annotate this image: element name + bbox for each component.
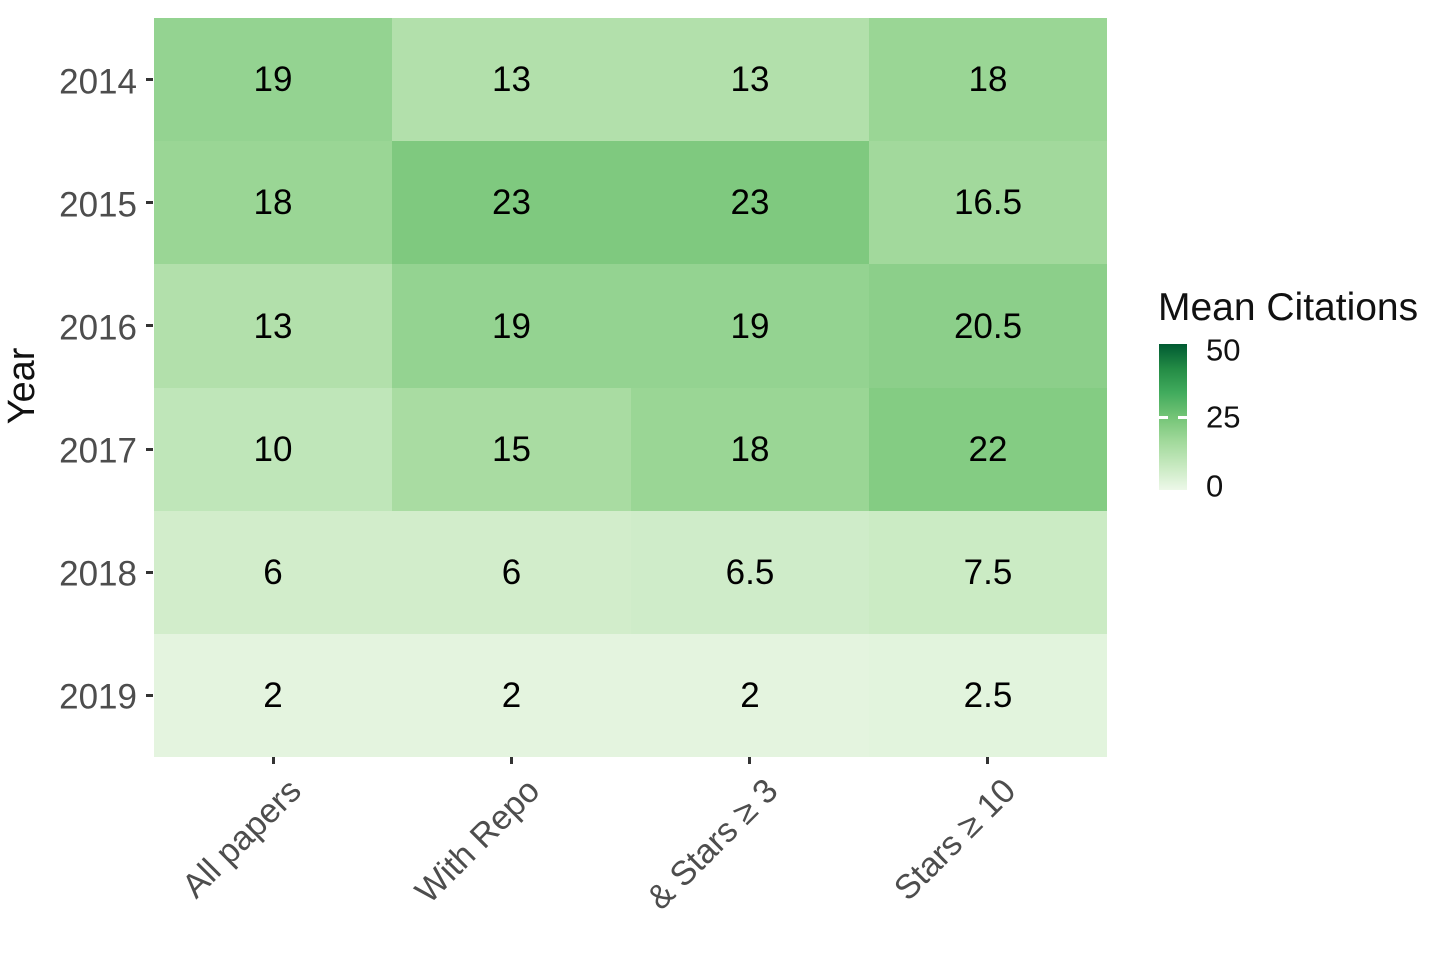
- heatmap-cell: 16.5: [869, 141, 1107, 264]
- heatmap-cell: 19: [631, 264, 869, 388]
- heatmap-cell: 20.5: [869, 264, 1107, 388]
- cell-value-label: 18: [730, 430, 770, 469]
- cell-value-label: 2: [501, 676, 522, 715]
- heatmap-cell: 6: [154, 511, 392, 634]
- cell-value-label: 19: [730, 306, 770, 346]
- heatmap-cell: 6.5: [631, 511, 869, 634]
- heatmap-cell: 13: [631, 18, 869, 141]
- heatmap-cell: 2.5: [869, 634, 1107, 757]
- y-tick-label: 2016: [59, 308, 137, 348]
- heatmap-cell: 2: [154, 634, 392, 757]
- cell-value-label: 22: [968, 430, 1008, 469]
- heatmap-cell: 15: [392, 388, 631, 511]
- heatmap-cell: 23: [392, 141, 631, 264]
- cell-value-label: 18: [253, 183, 293, 222]
- y-tick-mark: [146, 570, 153, 574]
- x-tick-label: Stars ≥ 10: [887, 771, 1024, 908]
- cell-value-label: 2.5: [963, 676, 1013, 715]
- cell-value-label: 23: [492, 183, 531, 222]
- cell-value-label: 7.5: [963, 553, 1013, 592]
- heatmap-cell: 18: [869, 18, 1107, 141]
- x-tick-label: All papers: [174, 771, 309, 906]
- cell-value-label: 6: [263, 553, 283, 592]
- cell-value-label: 13: [730, 60, 770, 99]
- heatmap-cell: 13: [392, 18, 631, 141]
- x-tick-label: With Repo: [407, 771, 547, 911]
- cell-value-label: 15: [492, 430, 531, 469]
- heatmap-cell: 2: [631, 634, 869, 757]
- heatmap-cell: 23: [631, 141, 869, 264]
- y-tick-label: 2019: [59, 677, 137, 717]
- y-tick-mark: [146, 693, 153, 697]
- y-tick-mark: [146, 324, 153, 328]
- y-tick-label: 2018: [59, 554, 137, 594]
- cell-value-label: 2: [740, 676, 760, 715]
- y-tick-label: 2014: [59, 62, 137, 102]
- heatmap-cell: 7.5: [869, 511, 1107, 634]
- y-tick-mark: [146, 447, 153, 451]
- cell-value-label: 20.5: [953, 306, 1023, 346]
- heatmap-cell: 13: [154, 264, 392, 388]
- x-tick-mark: [271, 757, 275, 764]
- y-tick-mark: [146, 201, 153, 205]
- y-tick-label: 2015: [59, 185, 137, 225]
- y-tick-mark: [146, 78, 153, 82]
- y-tick-label: 2017: [59, 431, 137, 471]
- cell-value-label: 19: [253, 60, 293, 99]
- heatmap-cell: 10: [154, 388, 392, 511]
- cell-value-label: 2: [263, 676, 283, 715]
- heatmap-cell: 2: [392, 634, 631, 757]
- legend-tick-label: 50: [1206, 332, 1241, 368]
- legend-title: Mean Citations: [1158, 286, 1419, 329]
- x-tick-mark: [986, 757, 990, 764]
- legend-tick-mark: [1159, 415, 1168, 419]
- x-tick-label: & Stars ≥ 3: [639, 771, 786, 918]
- cell-value-label: 6: [501, 553, 522, 592]
- legend-tick-label: 0: [1206, 468, 1224, 504]
- y-axis-title: Year: [1, 347, 43, 425]
- cell-value-label: 19: [492, 306, 531, 346]
- heatmap-cell: 19: [154, 18, 392, 141]
- heatmap-cell: 19: [392, 264, 631, 388]
- cell-value-label: 6.5: [725, 553, 775, 592]
- x-tick-mark: [509, 757, 513, 764]
- cell-value-label: 13: [492, 60, 531, 99]
- cell-value-label: 13: [253, 306, 293, 346]
- legend-tick-mark: [1178, 415, 1187, 419]
- heatmap-cell: 22: [869, 388, 1107, 511]
- cell-value-label: 16.5: [953, 183, 1023, 222]
- cell-value-label: 23: [730, 183, 770, 222]
- legend-tick-label: 25: [1206, 399, 1241, 435]
- heatmap-cell: 6: [392, 511, 631, 634]
- heatmap-cell: 18: [154, 141, 392, 264]
- cell-value-label: 18: [968, 60, 1008, 99]
- heatmap-cell: 18: [631, 388, 869, 511]
- x-tick-mark: [748, 757, 752, 764]
- cell-value-label: 10: [253, 430, 293, 469]
- heatmap-panel: 19 13 13 18 18 23 23 16.5 13 19 19 20.5 10 15 18 22 6 6 6.…: [154, 18, 1107, 757]
